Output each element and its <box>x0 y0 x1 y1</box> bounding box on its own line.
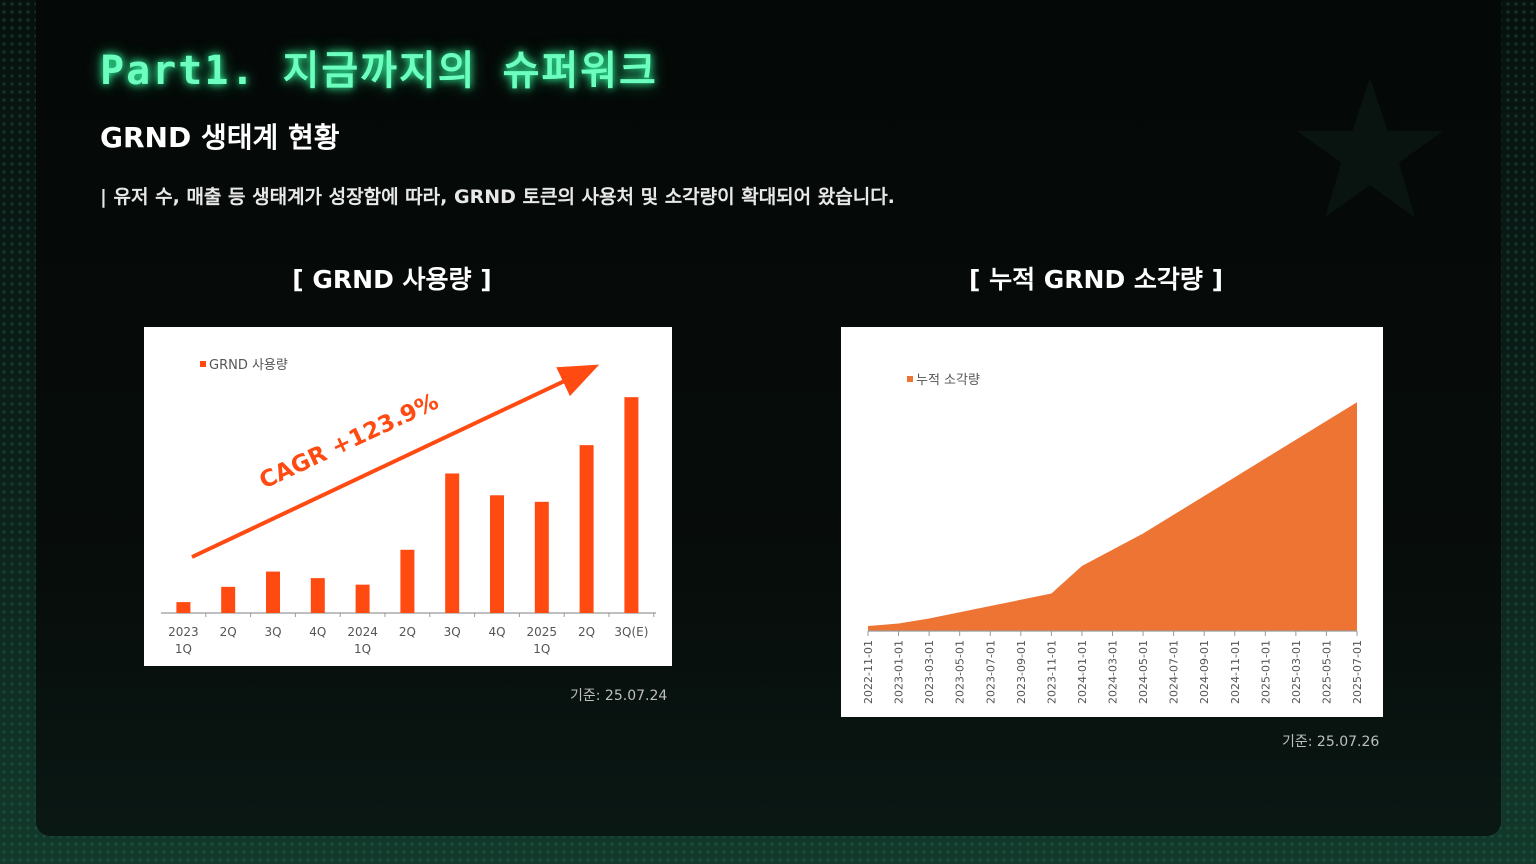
usage-bar-chart: CAGR +123.9% 2023 1Q 2Q 3Q 4Q 2024 1Q 2Q 3Q 4Q 202… <box>161 364 656 656</box>
bar <box>624 397 639 613</box>
x-tick-label: 3Q(E) <box>614 625 648 639</box>
burn-chart-legend: 누적 소각량 <box>907 369 980 388</box>
x-tick-label: 2024-09-01 <box>1198 640 1211 704</box>
cagr-arrow <box>191 364 600 559</box>
x-tick-label: 2023-05-01 <box>954 640 967 704</box>
usage-chart-card: GRND 사용량 CAGR +123.9% 2023 1Q 2Q 3Q 4Q 2024 1Q… <box>144 327 672 666</box>
bar <box>534 501 549 613</box>
x-tick-label: 2Q <box>399 625 416 639</box>
page-description: | 유저 수, 매출 등 생태계가 성장함에 따라, GRND 토큰의 사용처 … <box>100 186 895 208</box>
star-decoration-icon <box>1296 78 1444 218</box>
x-tick-label: 2024-03-01 <box>1107 640 1120 704</box>
page-subtitle: GRND 생태계 현황 <box>100 121 340 154</box>
x-tick-label: 2024-07-01 <box>1168 640 1181 704</box>
legend-label: GRND 사용량 <box>209 358 288 373</box>
bar <box>310 578 325 613</box>
bar <box>579 445 594 613</box>
x-tick-label: 4Q <box>488 625 505 639</box>
x-tick-label: 2023-01-01 <box>893 640 906 704</box>
bar <box>221 586 236 613</box>
usage-chart-heading: [ GRND 사용량 ] <box>292 265 492 294</box>
x-tick-label: 1Q <box>354 642 371 656</box>
bar <box>266 571 280 613</box>
x-tick-label: 2024-05-01 <box>1137 640 1150 704</box>
x-tick-label: 2025-07-01 <box>1351 640 1364 704</box>
bar <box>490 495 504 613</box>
burn-chart-card: 누적 소각량 2022-11-01 2023-01-01 2023-03-01 202… <box>841 327 1383 717</box>
x-tick-label: 2023-07-01 <box>984 640 997 704</box>
x-tick-label: 2023-11-01 <box>1045 640 1058 704</box>
x-tick-label: 1Q <box>175 642 192 656</box>
x-tick-label: 2025-03-01 <box>1290 640 1303 704</box>
page-title: Part1. 지금까지의 슈퍼워크 <box>100 48 658 94</box>
bar <box>176 602 191 613</box>
x-tick-label: 2025-05-01 <box>1320 640 1333 704</box>
x-tick-label: 1Q <box>533 642 550 656</box>
x-tick-label: 2023-09-01 <box>1015 640 1028 704</box>
bar <box>400 549 415 613</box>
usage-chart-legend: GRND 사용량 <box>200 354 288 373</box>
x-tick-label: 2023-03-01 <box>923 640 936 704</box>
x-tick-label: 2022-11-01 <box>862 640 875 704</box>
bar <box>355 584 370 613</box>
x-tick-label: 2023 <box>168 625 199 639</box>
cagr-annotation: CAGR +123.9% <box>256 389 443 495</box>
legend-label: 누적 소각량 <box>916 373 980 388</box>
bar <box>445 473 460 613</box>
x-tick-label: 2Q <box>578 625 595 639</box>
burn-area-chart: 2022-11-01 2023-01-01 2023-03-01 2023-05-01… <box>862 402 1364 704</box>
x-tick-label: 4Q <box>309 625 326 639</box>
usage-chart-note: 기준: 25.07.24 <box>570 688 668 704</box>
x-tick-label: 2025-01-01 <box>1259 640 1272 704</box>
burn-chart-note: 기준: 25.07.26 <box>1282 734 1380 750</box>
x-tick-label: 2024-01-01 <box>1076 640 1089 704</box>
legend-swatch <box>907 375 913 382</box>
x-tick-label: 2Q <box>220 625 237 639</box>
area-series <box>868 402 1357 631</box>
legend-swatch <box>200 360 206 367</box>
burn-chart-heading: [ 누적 GRND 소각량 ] <box>968 265 1224 294</box>
x-tick-label: 2024 <box>347 625 378 639</box>
x-tick-label: 3Q <box>444 625 461 639</box>
x-tick-label: 3Q <box>264 625 281 639</box>
x-tick-label: 2024-11-01 <box>1229 640 1242 704</box>
x-tick-label: 2025 <box>527 625 558 639</box>
